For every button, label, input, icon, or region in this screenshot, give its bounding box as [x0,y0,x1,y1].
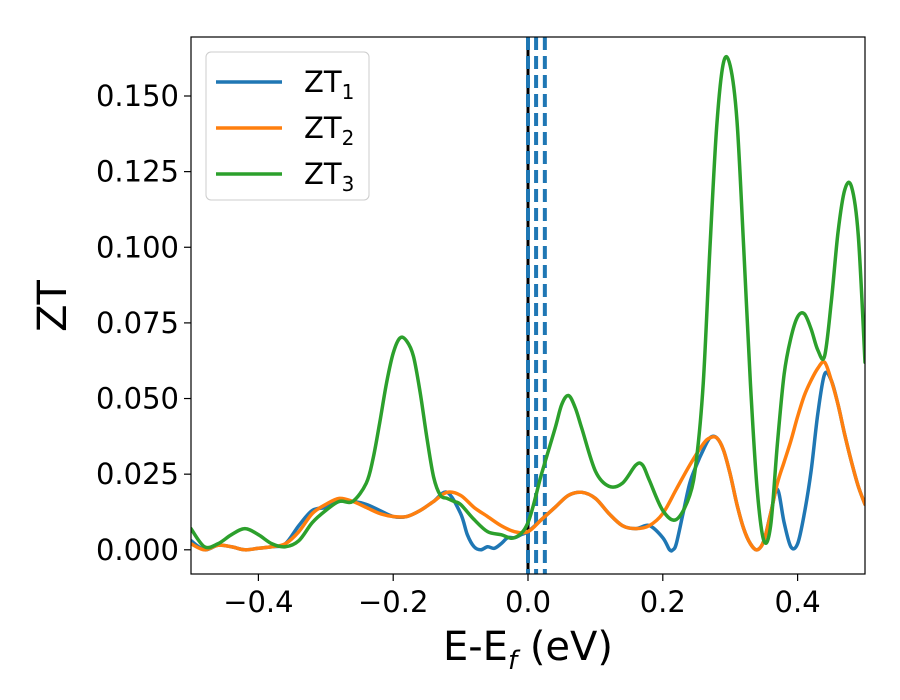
x-axis-label-unit: (eV) [517,624,613,670]
y-tick-label: 0.150 [96,79,179,113]
x-tick-label: 0.2 [640,585,686,619]
x-axis-label: E-Ef (eV) [443,624,613,676]
y-tick-label: 0.025 [96,457,179,491]
legend: ZT1 ZT2 ZT3 [205,51,370,201]
y-tick-label: 0.000 [96,533,179,567]
series-line-2 [191,360,865,552]
x-tick-label: 0.0 [505,585,551,619]
x-tick-label: −0.4 [223,585,293,619]
series-lines [191,54,865,553]
y-axis-ticks: 0.000 0.025 0.050 0.075 0.100 0.125 0.150 [96,79,191,567]
x-tick-label: −0.2 [358,585,428,619]
legend-label-2: ZT2 [304,111,354,150]
series-line-3 [191,54,865,550]
x-tick-label: 0.4 [775,585,821,619]
legend-label-1: ZT1 [304,65,354,104]
x-axis-ticks: −0.4 −0.2 0.0 0.2 0.4 [223,574,821,619]
y-tick-label: 0.050 [96,382,179,416]
y-axis-label: ZT [30,280,76,332]
y-tick-label: 0.125 [96,155,179,189]
legend-box [205,51,370,201]
legend-label-3: ZT3 [304,157,354,196]
y-tick-label: 0.100 [96,230,179,264]
fermi-level-lines [526,37,547,574]
y-tick-label: 0.075 [96,306,179,340]
